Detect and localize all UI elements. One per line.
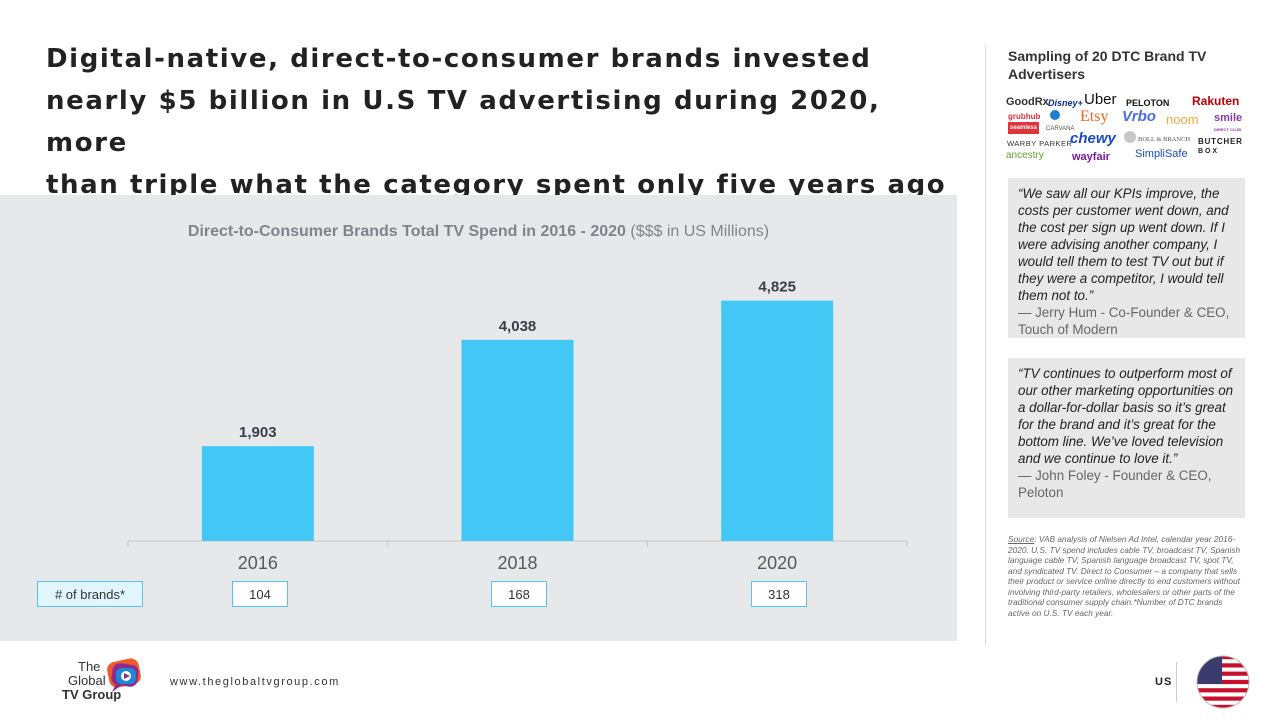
quote-text-2: “TV continues to outperform most of our … — [1018, 366, 1234, 466]
quote-card-2: “TV continues to outperform most of our … — [1008, 358, 1245, 518]
x-tick-label-2020: 2020 — [757, 553, 797, 573]
sidebar-title: Sampling of 20 DTC Brand TV Advertisers — [1008, 48, 1207, 82]
brands-count-2020: 318 — [751, 581, 807, 607]
bar-2016 — [201, 446, 314, 541]
warby-parker-logo: WARBY PARKER — [1007, 139, 1073, 148]
data-label-2018: 4,038 — [499, 318, 537, 335]
seamless-logo: seamless — [1008, 122, 1040, 134]
brands-count-2016: 104 — [232, 581, 288, 607]
rakuten-logo: Rakuten — [1192, 94, 1240, 108]
x-tick-label-2018: 2018 — [497, 553, 537, 573]
boll-branch-logo: BOLL & BRANCH — [1138, 136, 1191, 143]
peloton-logo: PELOTON — [1126, 98, 1170, 108]
quote-card-1: “We saw all our KPIs improve, the costs … — [1008, 178, 1245, 338]
butcher-box-sub-logo: B O X — [1198, 148, 1218, 155]
boll-branch-icon — [1124, 131, 1136, 143]
source-note: Source: VAB analysis of Nielsen Ad Intel… — [1008, 534, 1244, 618]
country-label: US — [1155, 676, 1173, 688]
chart-title: Direct-to-Consumer Brands Total TV Spend… — [0, 223, 957, 241]
advertiser-logos: GoodRx Disney+ Uber PELOTON Rakuten grub… — [1006, 92, 1246, 164]
source-text: : VAB analysis of Nielsen Ad Intel, cale… — [1008, 534, 1241, 618]
bar-2018 — [461, 339, 574, 541]
brand-line-3: TV Group — [62, 687, 122, 702]
us-flag-icon — [1196, 655, 1250, 709]
x-tick-label-2016: 2016 — [238, 553, 278, 573]
headline: Digital-native, direct-to-consumer brand… — [46, 38, 966, 206]
uber-logo: Uber — [1084, 91, 1117, 108]
data-label-2020: 4,825 — [758, 279, 796, 296]
brands-count-2018: 168 — [491, 581, 547, 607]
goodrx-logo: GoodRx — [1006, 96, 1049, 108]
quote-text-1: “We saw all our KPIs improve, the costs … — [1018, 186, 1229, 303]
butcher-box-logo: BUTCHER — [1198, 137, 1243, 146]
sidebar-divider — [985, 45, 986, 645]
etsy-logo: Etsy — [1080, 108, 1109, 125]
vrbo-logo: Vrbo — [1122, 108, 1156, 125]
global-tv-group-wordmark: The Global TV Group — [62, 660, 121, 702]
brand-line-2: Global — [68, 673, 106, 688]
noom-logo: noom — [1166, 112, 1199, 127]
ancestry-logo: ancestry — [1006, 150, 1044, 161]
quote-attribution-1: — Jerry Hum - Co-Founder & CEO, Touch of… — [1018, 305, 1230, 337]
chewy-logo: chewy — [1070, 130, 1116, 147]
headline-line-1: Digital-native, direct-to-consumer brand… — [46, 44, 872, 74]
smile-logo: smile — [1214, 112, 1243, 124]
grubhub-logo: grubhub — [1008, 112, 1041, 121]
data-label-2016: 1,903 — [239, 424, 277, 441]
footer-url-link[interactable]: www.theglobaltvgroup.com — [170, 676, 340, 688]
chart-panel: Direct-to-Consumer Brands Total TV Spend… — [0, 195, 957, 641]
simplisafe-logo: SimpliSafe — [1135, 148, 1188, 160]
carvana-logo: CARVANA — [1046, 126, 1075, 132]
brand-line-1: The — [78, 659, 101, 674]
source-label: Source — [1008, 534, 1035, 544]
carvana-icon — [1050, 110, 1060, 120]
disney-logo: Disney+ — [1048, 98, 1083, 108]
headline-line-2: nearly $5 billion in U.S TV advertising … — [46, 86, 881, 158]
bar-2020 — [721, 300, 834, 541]
quote-attribution-2: — John Foley - Founder & CEO, Peloton — [1018, 468, 1212, 500]
wayfair-logo: wayfair — [1072, 151, 1110, 163]
global-tv-group-logo-icon — [107, 658, 141, 692]
brands-count-label: # of brands* — [37, 581, 143, 607]
chart-title-text: Direct-to-Consumer Brands Total TV Spend… — [187, 223, 626, 240]
bar-chart: 1,903 2016 4,038 2018 4,825 2020 — [127, 279, 908, 573]
smile-sub-logo: DIRECT CLUB — [1214, 127, 1242, 132]
chart-title-unit: ($$$ in US Millions) — [630, 223, 770, 240]
footer-divider — [1176, 662, 1177, 702]
